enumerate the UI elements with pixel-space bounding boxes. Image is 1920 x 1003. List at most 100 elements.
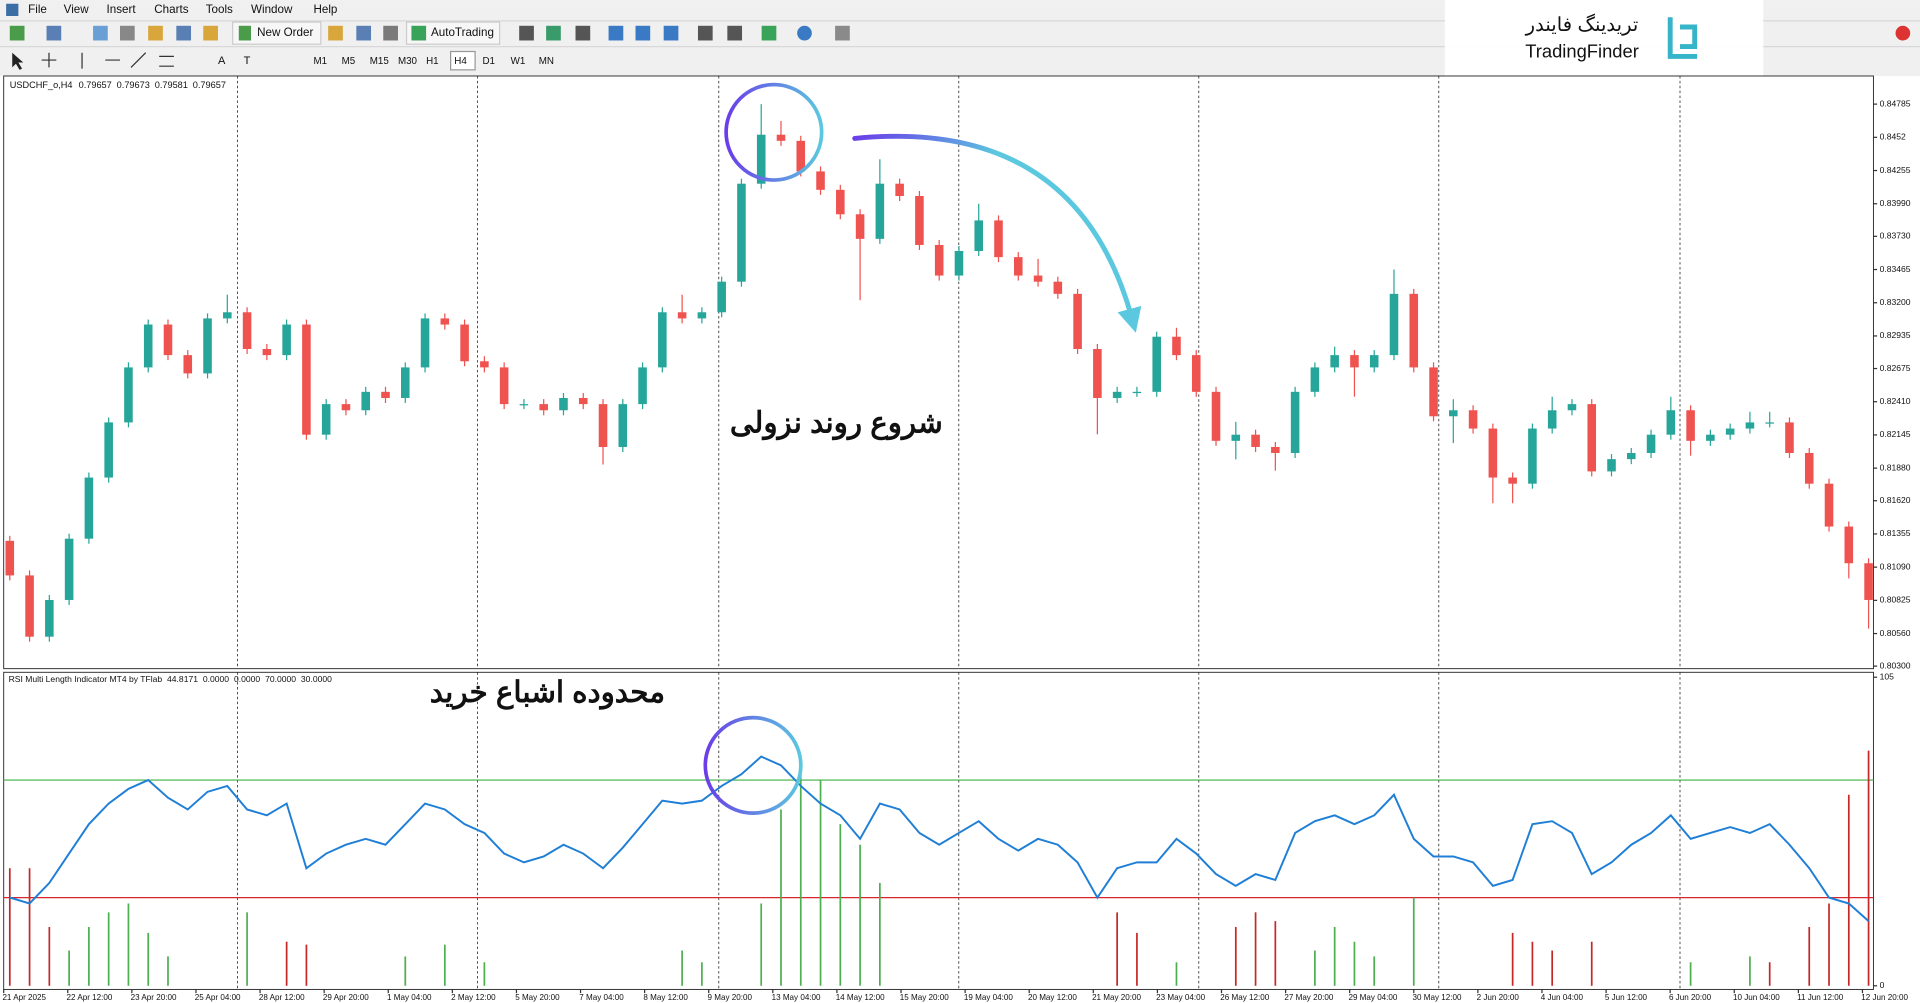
- icon[interactable]: [575, 25, 591, 41]
- candle-body: [1330, 355, 1339, 368]
- x-tick-label: 13 May 04:00: [772, 993, 821, 1002]
- x-tick-label: 25 Apr 04:00: [195, 993, 241, 1002]
- timeframe[interactable]: H1: [426, 56, 439, 67]
- icon[interactable]: [761, 25, 777, 41]
- x-tick-label: 8 May 12:00: [643, 993, 688, 1002]
- x-tick-label: 12 Jun 20:00: [1861, 993, 1908, 1002]
- x-tick-label: 19 May 04:00: [964, 993, 1013, 1002]
- timeframe[interactable]: W1: [511, 56, 526, 67]
- cursor-icon[interactable]: [12, 52, 24, 70]
- menu-item[interactable]: Charts: [154, 3, 188, 16]
- candle-body: [499, 367, 509, 405]
- trend-arrow: [852, 133, 1142, 333]
- candle-body: [25, 575, 34, 637]
- timeframe[interactable]: M5: [342, 56, 356, 67]
- candle-body: [618, 404, 628, 447]
- x-tick-label: 23 May 04:00: [1156, 993, 1205, 1002]
- icon[interactable]: [835, 25, 850, 41]
- draw-icons[interactable]: [81, 52, 174, 69]
- candle-body: [1211, 391, 1221, 441]
- candle-body: [84, 477, 94, 539]
- candle-body: [1093, 348, 1102, 398]
- candle-body: [420, 318, 430, 368]
- icon[interactable]: [519, 25, 534, 41]
- timeframe[interactable]: MN: [539, 56, 554, 67]
- candle-body: [1864, 563, 1873, 600]
- menu-item[interactable]: Tools: [206, 3, 233, 16]
- candle-body: [717, 281, 726, 313]
- toolbar-icons: New Order AutoTrading A T: [9, 21, 850, 70]
- candle-body: [1567, 404, 1577, 411]
- autotrading-button[interactable]: [405, 21, 501, 45]
- candle-body: [104, 422, 113, 478]
- timeframe[interactable]: M1: [313, 56, 327, 67]
- timeframe[interactable]: H4: [454, 56, 467, 67]
- x-tick-label: 29 Apr 20:00: [323, 993, 369, 1002]
- icon[interactable]: [356, 25, 372, 41]
- legend-value: 30.0000: [301, 674, 332, 684]
- legend-value: 0.0000: [234, 674, 260, 684]
- icon[interactable]: [727, 25, 743, 41]
- icon[interactable]: [546, 25, 561, 41]
- logo-box: [1444, 0, 1764, 79]
- candle-body: [1528, 428, 1537, 484]
- y-tick-label: 0.84255: [1880, 165, 1911, 175]
- candle-body: [1350, 355, 1359, 368]
- candle-body: [1508, 477, 1517, 484]
- timeframe[interactable]: M30: [398, 56, 418, 67]
- menu-item[interactable]: File: [28, 3, 47, 16]
- menu-item[interactable]: Window: [251, 3, 293, 16]
- icon[interactable]: [203, 25, 218, 41]
- candle-body: [361, 391, 371, 411]
- menu-item[interactable]: Help: [313, 3, 337, 16]
- x-tick-label: 14 May 12:00: [836, 993, 885, 1002]
- icon[interactable]: A: [218, 55, 226, 67]
- button-label: New Order: [257, 26, 313, 39]
- x-tick-label: 1 May 04:00: [387, 993, 432, 1002]
- candle-body: [1013, 257, 1023, 276]
- icon[interactable]: [383, 25, 398, 41]
- icon[interactable]: [608, 25, 624, 41]
- y-tick-label: 0.82935: [1880, 330, 1911, 340]
- timeframe[interactable]: M15: [370, 56, 390, 67]
- candle-body: [1804, 452, 1814, 484]
- menu-item[interactable]: Insert: [107, 3, 137, 16]
- y-tick-label: 105: [1880, 671, 1895, 681]
- y-tick-label: 0.81090: [1880, 561, 1911, 571]
- x-tick-label: 30 May 12:00: [1413, 993, 1462, 1002]
- candle-body: [1033, 275, 1043, 282]
- icon[interactable]: [635, 25, 651, 41]
- new-order-button[interactable]: [232, 21, 322, 45]
- y-tick-label: 0.83200: [1880, 297, 1911, 307]
- notification[interactable]: [1895, 25, 1911, 41]
- candle-body: [1172, 336, 1181, 356]
- y-tick-label: 0.84785: [1880, 98, 1911, 108]
- icon[interactable]: [797, 25, 812, 41]
- icon[interactable]: T: [244, 55, 251, 67]
- crosshair-icon[interactable]: [41, 52, 57, 68]
- icon[interactable]: [176, 25, 192, 41]
- icon[interactable]: [148, 25, 163, 41]
- icon[interactable]: [328, 25, 343, 41]
- annotation: شروع روند نزولی: [730, 407, 943, 441]
- candle-body: [776, 134, 786, 141]
- icon[interactable]: [697, 25, 713, 41]
- icon[interactable]: [46, 25, 62, 41]
- timeframe[interactable]: D1: [482, 56, 495, 67]
- y-tick-label: 0: [1880, 980, 1885, 990]
- y-tick-label: 0.8452: [1880, 132, 1906, 142]
- legend-value: 0.79673: [117, 80, 150, 90]
- x-tick-label: 6 Jun 20:00: [1669, 993, 1712, 1002]
- y-tick-label: 0.82675: [1880, 363, 1911, 373]
- candle-body: [341, 404, 351, 411]
- icon[interactable]: [93, 25, 108, 41]
- candle-body: [1389, 293, 1399, 356]
- timeframes: M1 M5 M15 M30 H1 H4 D1 W1 MN: [313, 50, 554, 71]
- menu-item[interactable]: View: [64, 3, 90, 16]
- x-tick-label: 29 May 04:00: [1348, 993, 1397, 1002]
- legend-value: 0.79581: [155, 80, 188, 90]
- candle-body: [163, 324, 173, 356]
- icon[interactable]: [9, 25, 25, 41]
- icon[interactable]: [120, 25, 135, 41]
- icon[interactable]: [663, 25, 679, 41]
